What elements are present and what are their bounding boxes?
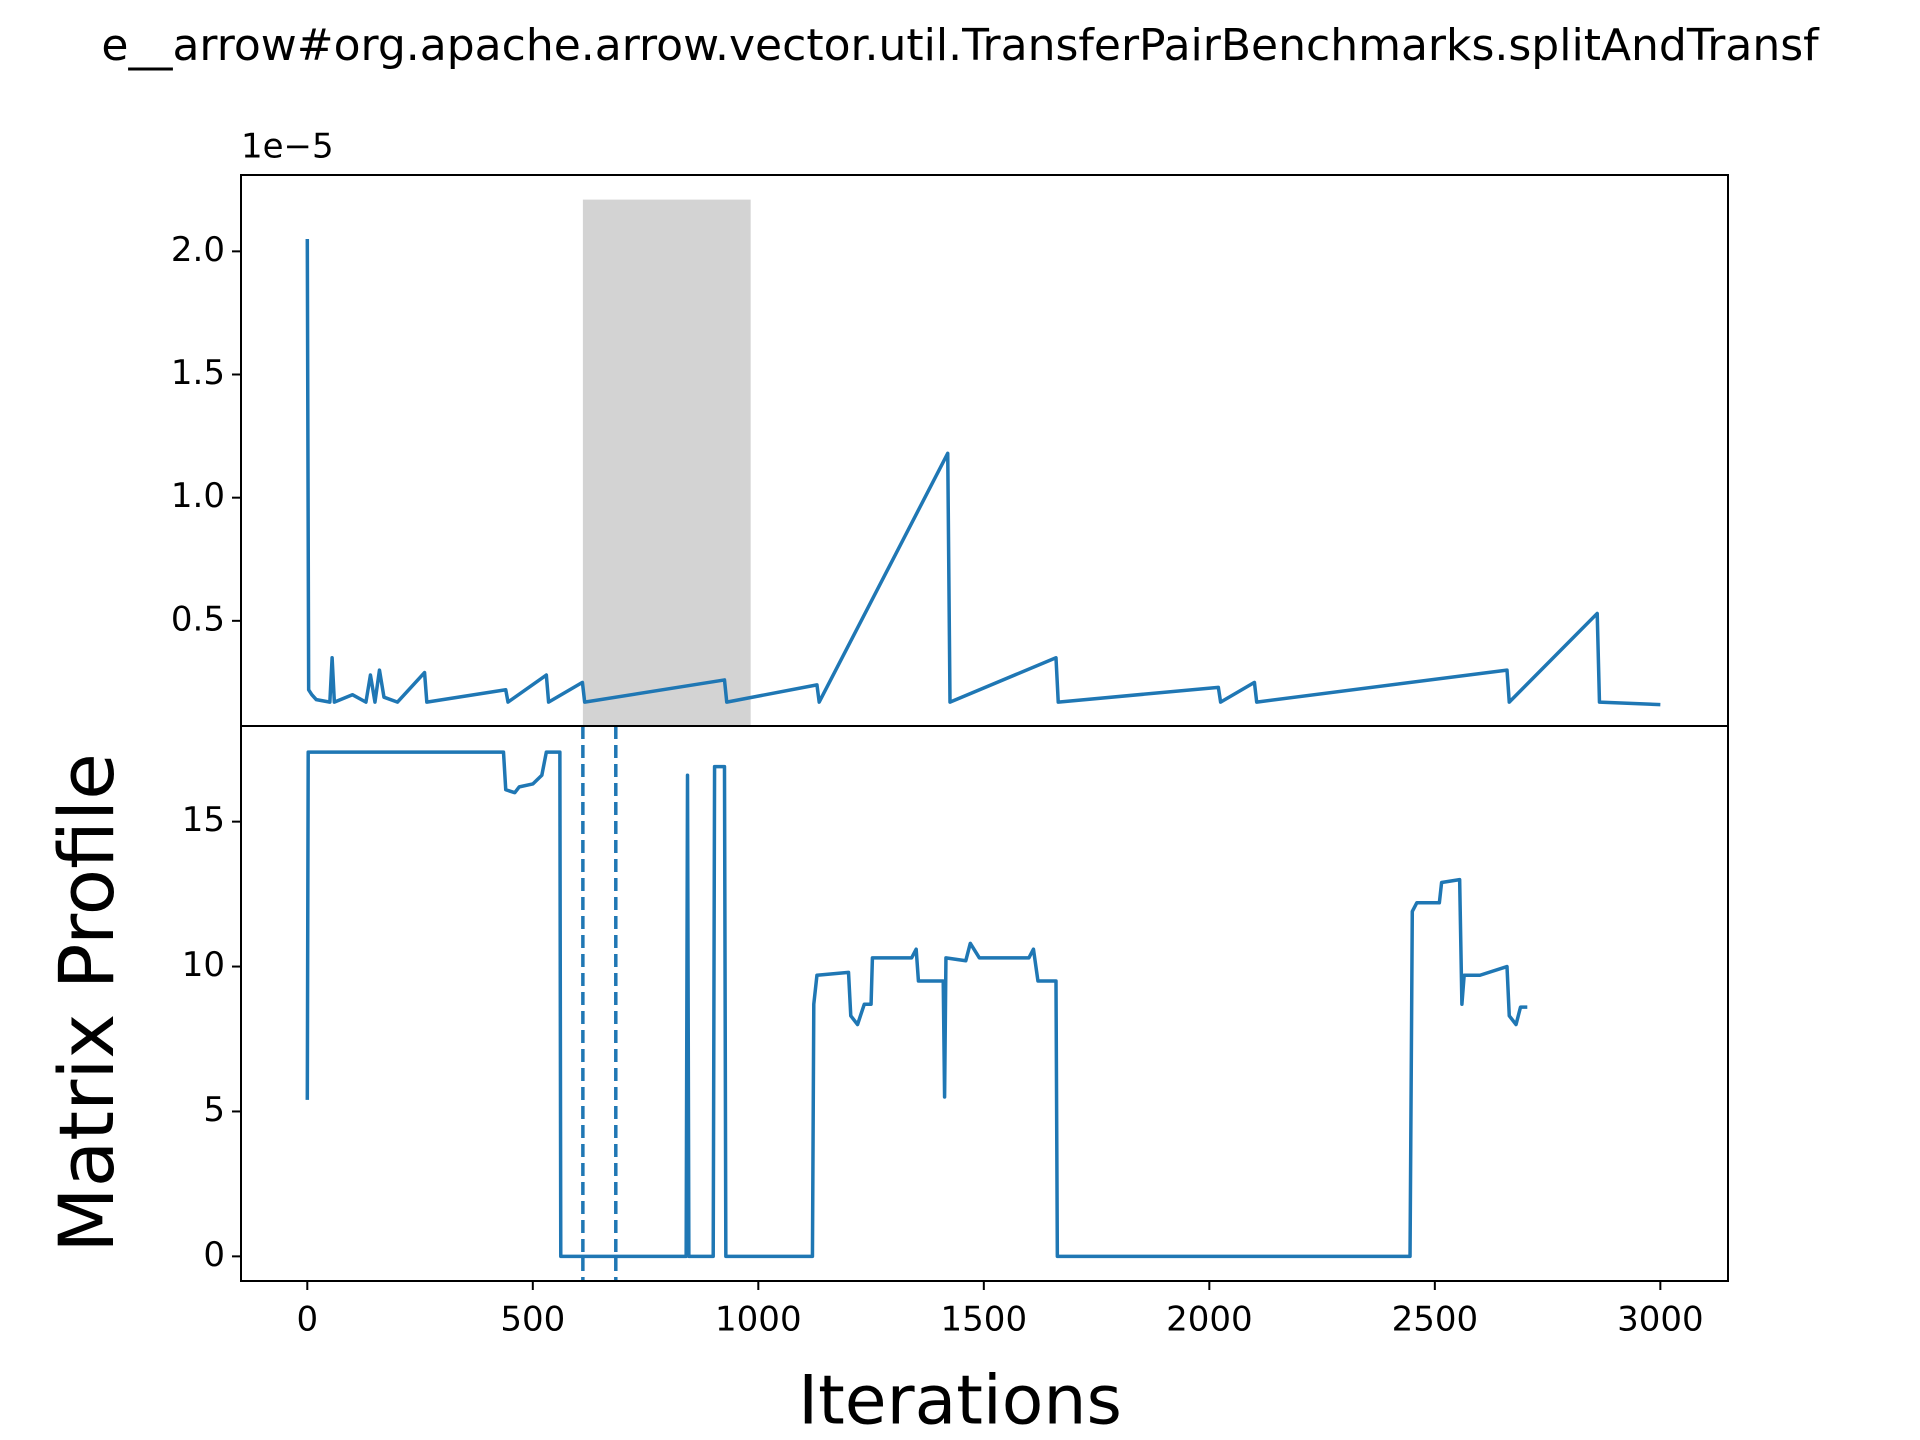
x-tick-label: 0 xyxy=(296,1300,318,1340)
y-tick-label: 1.0 xyxy=(171,476,225,516)
y-tick-label: 10 xyxy=(182,945,225,985)
x-tick-label: 500 xyxy=(500,1300,565,1340)
y-axis-label: Matrix Profile xyxy=(42,753,131,1253)
y-tick-label: 2.0 xyxy=(171,230,225,270)
x-tick-label: 3000 xyxy=(1617,1300,1704,1340)
x-tick-label: 2500 xyxy=(1392,1300,1479,1340)
x-tick-label: 2000 xyxy=(1166,1300,1253,1340)
y-tick-label: 0 xyxy=(203,1235,225,1275)
x-axis-label: Iterations xyxy=(798,1362,1122,1440)
offset-label: 1e−5 xyxy=(241,127,334,167)
y-tick-label: 15 xyxy=(182,800,225,840)
chart-title: e__arrow#org.apache.arrow.vector.util.Tr… xyxy=(101,20,1820,71)
x-tick-label: 1000 xyxy=(715,1300,802,1340)
axes-frame xyxy=(240,174,1729,727)
y-tick-label: 1.5 xyxy=(171,353,225,393)
y-tick-label: 0.5 xyxy=(171,599,225,639)
highlight-span xyxy=(582,199,751,726)
data-line xyxy=(305,239,1661,707)
data-line xyxy=(305,750,1528,1259)
x-tick-label: 1500 xyxy=(941,1300,1028,1340)
axes-frame xyxy=(240,725,1729,1282)
y-tick-label: 5 xyxy=(203,1090,225,1130)
